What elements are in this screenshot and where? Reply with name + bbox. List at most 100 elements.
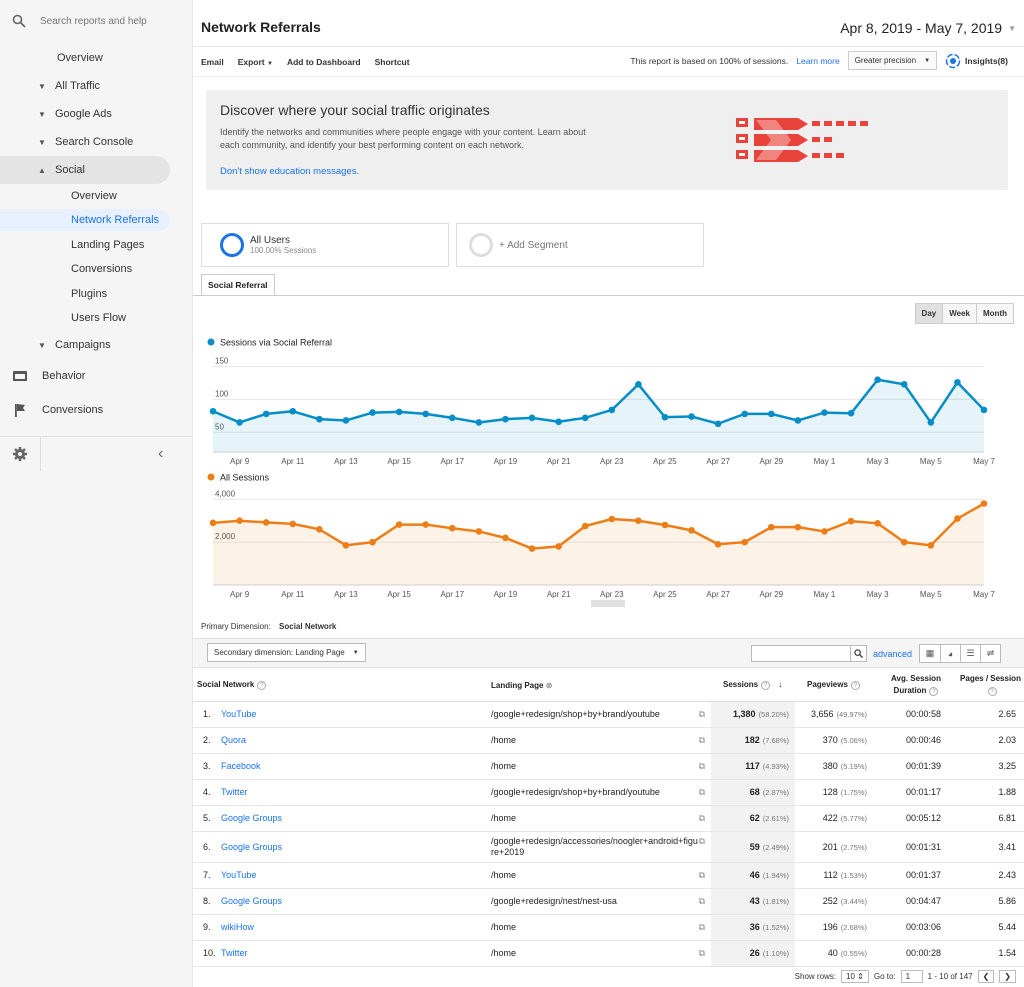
chevron-down-icon: ▼ <box>924 57 931 64</box>
help-icon[interactable]: ? <box>761 681 771 691</box>
x-tick-label: Apr 9 <box>230 457 250 466</box>
social-network-link[interactable]: YouTube <box>221 701 463 728</box>
sessions-cell: 26 (1.10%) <box>711 940 795 967</box>
sidebar-search[interactable]: Search reports and help <box>0 0 192 42</box>
open-link-icon[interactable]: ⧉ <box>698 947 705 958</box>
open-link-icon[interactable]: ⧉ <box>698 708 705 719</box>
data-point <box>448 524 456 532</box>
pageviews-pct: (3.44%) <box>840 897 867 906</box>
precision-select[interactable]: Greater precision ▼ <box>847 51 938 70</box>
col-sessions[interactable]: Sessions? ↓ <box>711 670 795 702</box>
col-avg-session-duration[interactable]: Avg. Session Duration? <box>875 670 957 702</box>
sidebar-item-behavior[interactable]: Behavior <box>0 362 192 390</box>
sidebar: Search reports and help Overview ▼ All Tra… <box>0 0 193 987</box>
y-tick-label: 50 <box>215 422 224 431</box>
email-button[interactable]: Email <box>201 56 224 67</box>
sidebar-item-search-console[interactable]: ▼ Search Console <box>0 128 192 156</box>
open-link-icon[interactable]: ⧉ <box>698 921 705 932</box>
open-link-icon[interactable]: ⧉ <box>698 786 705 797</box>
data-point <box>369 409 376 416</box>
data-point <box>927 419 935 426</box>
dismiss-education-link[interactable]: Don't show education messages. <box>220 166 360 177</box>
open-link-icon[interactable]: ⧉ <box>698 812 705 823</box>
sidebar-item-users-flow[interactable]: Users Flow <box>0 304 192 332</box>
prev-page-button[interactable]: ❮ <box>977 970 995 983</box>
sidebar-item-conversions[interactable]: Conversions <box>0 255 192 283</box>
help-icon[interactable]: ? <box>257 681 267 691</box>
social-network-link[interactable]: YouTube <box>221 862 463 889</box>
help-icon[interactable]: ? <box>929 687 939 697</box>
insights-button[interactable]: Insights(8) <box>945 53 1008 69</box>
add-to-dashboard-button[interactable]: Add to Dashboard <box>286 56 361 67</box>
pie-view-icon[interactable]: ◕ <box>940 645 960 662</box>
date-range-picker[interactable]: Apr 8, 2019 - May 7, 2019 ▼ <box>840 20 1016 36</box>
col-pages-per-session[interactable]: Pages / Session? <box>957 670 1024 702</box>
pageviews-cell: 3,656 (49.97%) <box>795 701 875 728</box>
export-button[interactable]: Export ▼ <box>238 57 273 67</box>
tab-social-referral[interactable]: Social Referral <box>201 274 275 296</box>
open-link-icon[interactable]: ⧉ <box>698 760 705 771</box>
add-segment-button[interactable]: + Add Segment <box>456 223 704 267</box>
shortcut-button[interactable]: Shortcut <box>374 56 410 67</box>
col-landing-page[interactable]: Landing Page ⊗ <box>463 670 711 702</box>
primary-dimension-value[interactable]: Social Network <box>279 622 337 631</box>
social-network-link[interactable]: Twitter <box>221 779 463 806</box>
remove-dimension-icon[interactable]: ⊗ <box>545 680 553 690</box>
col-label: Social Network <box>197 680 255 690</box>
open-link-icon[interactable]: ⧉ <box>698 835 705 846</box>
sidebar-item-campaigns[interactable]: ▼ Campaigns <box>0 331 192 359</box>
social-network-link[interactable]: Google Groups <box>221 888 463 915</box>
data-point <box>688 527 695 534</box>
open-link-icon[interactable]: ⧉ <box>698 734 705 745</box>
grid-view-icon[interactable]: ▦ <box>920 645 940 662</box>
sidebar-item-plugins[interactable]: Plugins <box>0 280 192 308</box>
data-point <box>422 410 429 418</box>
learn-more-link[interactable]: Learn more <box>796 55 840 66</box>
help-icon[interactable]: ? <box>987 687 997 697</box>
collapse-sidebar-icon[interactable]: ‹ <box>158 444 164 462</box>
col-social-network[interactable]: Social Network? <box>193 670 463 702</box>
social-network-link[interactable]: Quora <box>221 727 463 754</box>
period-day-button[interactable]: Day <box>915 304 943 323</box>
sidebar-item-social[interactable]: ▲ Social <box>0 156 170 184</box>
social-network-link[interactable]: wikiHow <box>221 914 463 941</box>
social-network-link[interactable]: Google Groups <box>221 805 463 832</box>
x-tick-label: Apr 19 <box>494 457 518 466</box>
period-month-button[interactable]: Month <box>976 304 1013 323</box>
period-week-button[interactable]: Week <box>942 304 976 323</box>
sidebar-item-social-overview[interactable]: Overview <box>0 182 192 210</box>
primary-dimension-label: Primary Dimension: <box>201 622 271 631</box>
help-icon[interactable]: ? <box>850 681 860 691</box>
pageviews-pct: (2.75%) <box>840 842 867 852</box>
sampling-note: This report is based on 100% of sessions… <box>630 55 789 66</box>
sidebar-item-overview[interactable]: Overview <box>0 44 192 72</box>
comparison-view-icon[interactable]: ⇌ <box>980 645 1000 662</box>
rows-per-page-select[interactable]: 10 ⇕ <box>841 970 869 983</box>
goto-page-input[interactable]: 1 <box>900 970 923 983</box>
sidebar-item-network-referrals[interactable]: Network Referrals <box>0 209 170 231</box>
sidebar-item-all-traffic[interactable]: ▼ All Traffic <box>0 72 192 100</box>
bar-view-icon[interactable]: ☰ <box>960 645 980 662</box>
search-icon[interactable] <box>850 646 866 661</box>
social-network-link[interactable]: Facebook <box>221 753 463 780</box>
next-page-button[interactable]: ❯ <box>999 970 1016 983</box>
sidebar-item-landing-pages[interactable]: Landing Pages <box>0 231 192 259</box>
gear-icon[interactable] <box>12 446 28 462</box>
sidebar-item-google-ads[interactable]: ▼ Google Ads <box>0 100 192 128</box>
table-search-input[interactable] <box>751 645 867 662</box>
x-tick-label: May 7 <box>973 457 995 466</box>
advanced-filter-link[interactable]: advanced <box>873 649 913 659</box>
social-network-link[interactable]: Twitter <box>221 940 463 967</box>
open-link-icon[interactable]: ⧉ <box>698 895 705 906</box>
sidebar-item-conversions-section[interactable]: Conversions <box>0 396 192 424</box>
col-pageviews[interactable]: Pageviews? <box>795 670 875 702</box>
secondary-dimension-select[interactable]: Secondary dimension: Landing Page ▼ <box>207 643 366 662</box>
open-link-icon[interactable]: ⧉ <box>698 869 705 880</box>
legend-dot <box>207 338 215 346</box>
x-tick-label: Apr 25 <box>653 590 677 599</box>
sort-desc-icon[interactable]: ↓ <box>778 680 783 690</box>
avg-session-duration: 00:01:31 <box>875 831 957 863</box>
data-point <box>289 520 297 528</box>
social-network-link[interactable]: Google Groups <box>221 831 463 863</box>
segment-all-users[interactable]: All Users 100.00% Sessions <box>201 223 449 267</box>
